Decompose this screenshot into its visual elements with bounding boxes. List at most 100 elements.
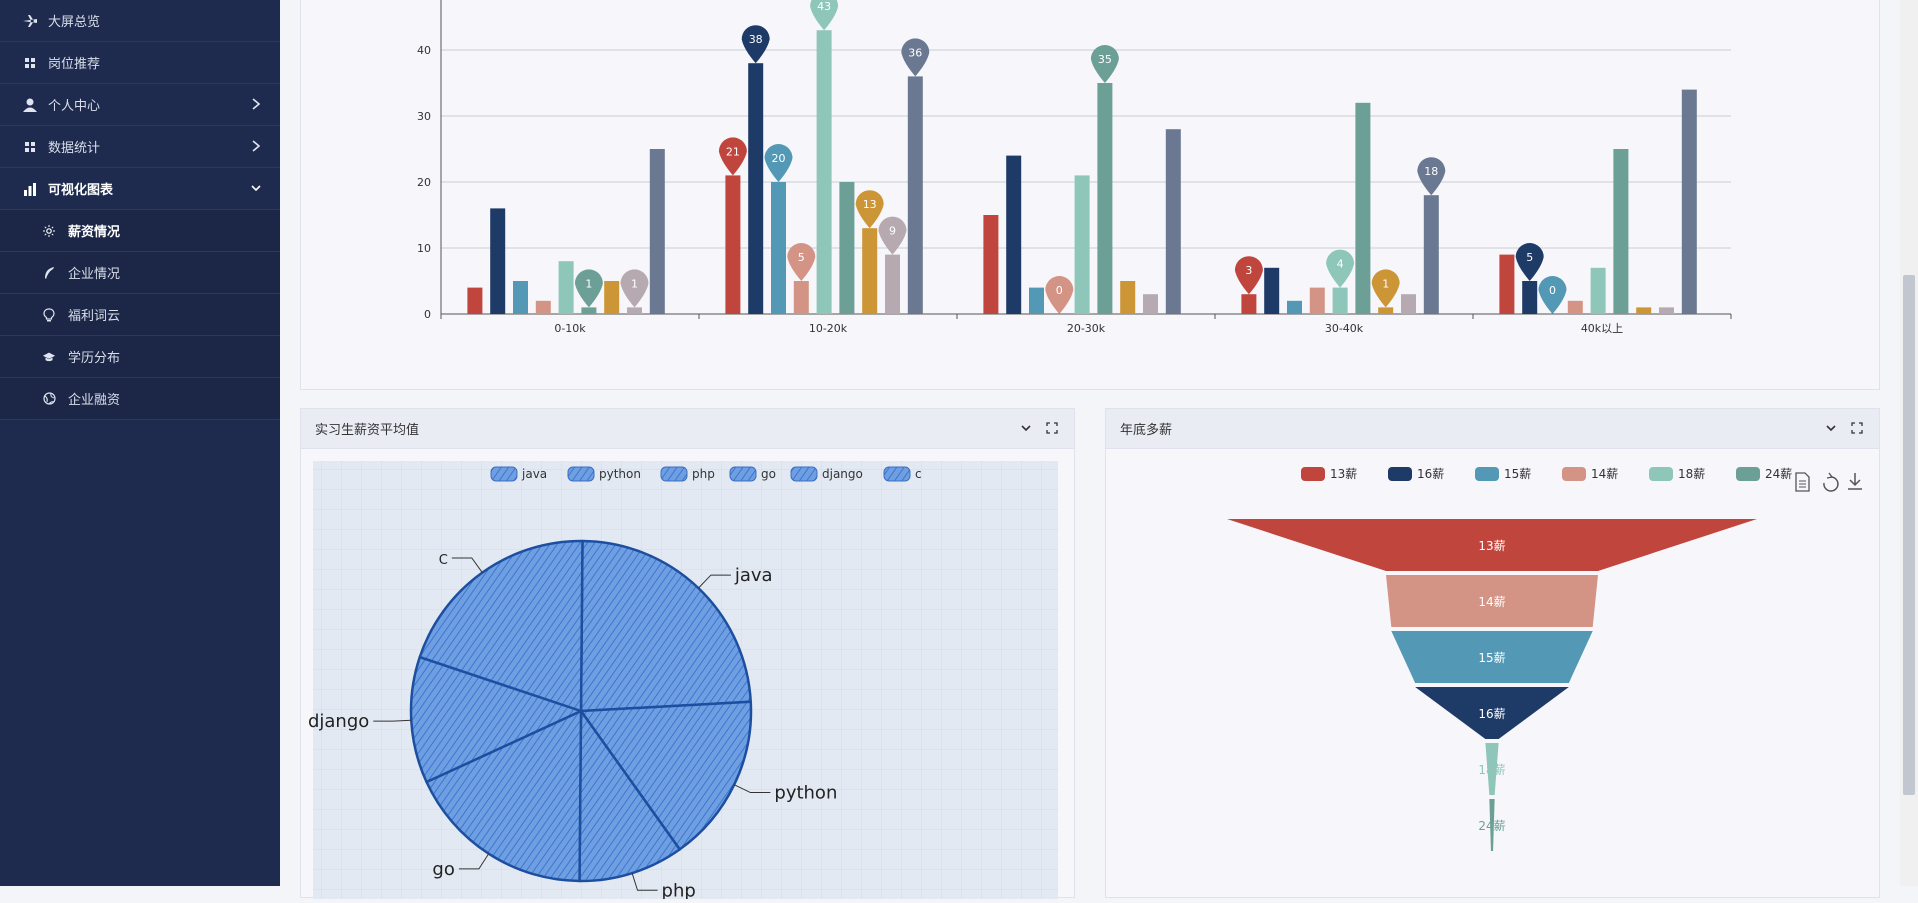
- marker-label: 1: [1382, 277, 1389, 290]
- marker-pin: [620, 269, 649, 308]
- download-icon: [1848, 473, 1862, 490]
- legend-label: 24薪: [1765, 467, 1792, 481]
- legend-item: 16薪: [1388, 467, 1444, 481]
- collapse-icon[interactable]: [1020, 422, 1032, 438]
- marker-label: 4: [1337, 258, 1344, 271]
- legend-item: python: [567, 466, 641, 482]
- bar: [1006, 155, 1022, 314]
- legend-swatch: [883, 466, 911, 482]
- legend-item: php: [660, 466, 715, 482]
- sidebar-item-label: 大屏总览: [48, 15, 101, 30]
- bar: [725, 175, 741, 314]
- sidebar-item-overview[interactable]: 大屏总览: [0, 0, 280, 42]
- legend-swatch: [567, 466, 595, 482]
- y-tick-label: 30: [417, 110, 431, 123]
- y-tick-label: 20: [417, 176, 431, 189]
- pie-label-line: [733, 784, 771, 794]
- bar-marker: 43: [810, 0, 839, 31]
- legend-item: java: [490, 466, 547, 482]
- bar: [490, 208, 506, 314]
- bar: [1378, 307, 1394, 314]
- legend-swatch: [1562, 467, 1586, 481]
- feather-icon: [42, 266, 56, 280]
- bulb-icon: [42, 307, 56, 322]
- legend-swatch: [790, 466, 818, 482]
- bar-chart-icon: [22, 181, 38, 197]
- sidebar-item-label: 数据统计: [48, 141, 101, 156]
- sidebar-item-statistics[interactable]: 数据统计: [0, 126, 280, 168]
- bar-marker: 18: [1417, 157, 1446, 196]
- legend-swatch: [490, 466, 518, 482]
- marker-pin: [1371, 269, 1400, 308]
- marker-pin: [855, 190, 884, 229]
- y-tick-label: 40: [417, 44, 431, 57]
- bar: [467, 287, 483, 314]
- bar-marker: 0: [1538, 276, 1567, 314]
- funnel-stage-label: 24薪: [1478, 819, 1505, 833]
- sidebar-subitem-label: 福利词云: [68, 309, 121, 324]
- marker-label: 3: [1245, 264, 1252, 277]
- funnel-stage: [1227, 519, 1757, 571]
- sidebar-subitem-financing[interactable]: 企业融资: [0, 378, 280, 420]
- marker-pin: [1090, 45, 1119, 83]
- marker-label: 1: [585, 277, 592, 290]
- pie-slice: [409, 655, 583, 784]
- legend-swatch: [1301, 467, 1325, 481]
- legend-label: java: [521, 467, 547, 481]
- marker-pin: [1326, 249, 1355, 288]
- sidebar-subitem-company[interactable]: 企业情况: [0, 252, 280, 294]
- bar: [907, 76, 923, 315]
- marker-pin: [718, 137, 747, 176]
- marker-label: 1: [631, 277, 638, 290]
- legend-label: django: [822, 467, 863, 481]
- fullscreen-icon[interactable]: [1851, 422, 1863, 438]
- bar: [1264, 267, 1280, 314]
- marker-label: 43: [817, 0, 831, 13]
- sidebar-item-profile[interactable]: 个人中心: [0, 84, 280, 126]
- legend-item: 24薪: [1736, 467, 1792, 481]
- bar: [1165, 129, 1181, 314]
- bar-marker: 38: [741, 25, 770, 64]
- bar: [535, 300, 551, 314]
- pie-slice: [425, 709, 583, 883]
- bar: [793, 281, 809, 314]
- salary-bar-panel: 0 10 20 30 40 0-10k 10-20k 20-30k 30-40k 40k以上 1 1 2…: [300, 0, 1880, 390]
- bar: [558, 261, 574, 314]
- panel-header: 实习生薪资平均值: [301, 409, 1074, 449]
- sidebar-subitem-wordcloud[interactable]: 福利词云: [0, 294, 280, 336]
- page-scrollbar[interactable]: [1900, 0, 1918, 886]
- scrollbar-thumb[interactable]: [1903, 275, 1915, 795]
- legend-swatch: [1649, 467, 1673, 481]
- pie-label: go: [432, 859, 454, 880]
- refresh-icon: [1823, 472, 1839, 492]
- x-tick-label: 0-10k: [554, 322, 586, 335]
- sidebar-subitem-salary[interactable]: 薪资情况: [0, 210, 280, 252]
- panel-tools: [1825, 422, 1863, 438]
- pie-label-line: [458, 853, 490, 870]
- bar: [1241, 294, 1257, 314]
- bar-marker: 1: [574, 269, 603, 308]
- bar: [1287, 300, 1302, 314]
- main-content: 0 10 20 30 40 0-10k 10-20k 20-30k 30-40k 40k以上 1 1 2…: [280, 0, 1900, 901]
- pie-label: java: [734, 565, 773, 586]
- sidebar-item-visual-charts[interactable]: 可视化图表: [0, 168, 280, 210]
- panel-title: 年底多薪: [1120, 423, 1173, 438]
- bar-marker: 3: [1234, 256, 1263, 295]
- marker-label: 5: [1526, 251, 1533, 264]
- fullscreen-icon[interactable]: [1046, 422, 1058, 438]
- data-view-icon: [1795, 472, 1810, 492]
- funnel-stage: [1391, 631, 1593, 683]
- bar: [816, 30, 832, 314]
- x-tick-label: 10-20k: [809, 322, 848, 335]
- panel-header: 年底多薪: [1106, 409, 1879, 449]
- bar: [1659, 307, 1674, 314]
- sidebar-subitem-education[interactable]: 学历分布: [0, 336, 280, 378]
- sidebar-subitem-label: 学历分布: [68, 351, 121, 366]
- collapse-icon[interactable]: [1825, 422, 1837, 438]
- sidebar-item-job-recommend[interactable]: 岗位推荐: [0, 42, 280, 84]
- x-tick-label: 20-30k: [1067, 322, 1106, 335]
- marker-label: 13: [863, 198, 877, 211]
- marker-pin: [1417, 157, 1446, 196]
- sidebar-subitem-label: 企业情况: [68, 267, 121, 282]
